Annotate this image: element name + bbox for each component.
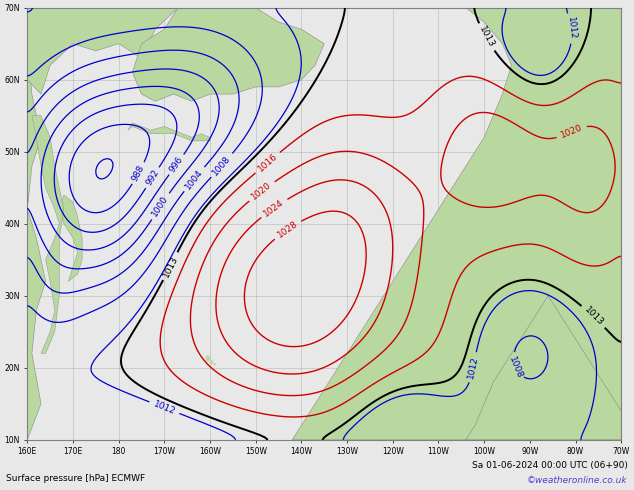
Text: 996: 996: [168, 155, 185, 174]
Circle shape: [214, 363, 216, 366]
Polygon shape: [292, 8, 621, 440]
Text: ©weatheronline.co.uk: ©weatheronline.co.uk: [527, 476, 628, 485]
Circle shape: [210, 360, 213, 364]
Polygon shape: [60, 195, 82, 281]
Text: 1000: 1000: [150, 194, 171, 219]
Text: 1013: 1013: [582, 305, 605, 328]
Text: 1013: 1013: [161, 254, 179, 278]
Text: Surface pressure [hPa] ECMWF: Surface pressure [hPa] ECMWF: [6, 474, 145, 483]
Text: Sa 01-06-2024 00:00 UTC (06+90): Sa 01-06-2024 00:00 UTC (06+90): [472, 462, 628, 470]
Text: 1013: 1013: [477, 25, 496, 49]
Circle shape: [206, 356, 210, 361]
Polygon shape: [32, 116, 64, 353]
Text: 1008: 1008: [507, 355, 524, 380]
Text: 1008: 1008: [211, 154, 233, 177]
Text: 1020: 1020: [559, 123, 584, 140]
Polygon shape: [27, 8, 46, 440]
Text: 1016: 1016: [256, 151, 279, 173]
Text: 1012: 1012: [467, 355, 480, 379]
Polygon shape: [466, 296, 621, 440]
Text: 1012: 1012: [152, 399, 177, 416]
Text: 1004: 1004: [183, 167, 205, 191]
Polygon shape: [128, 123, 210, 141]
Polygon shape: [27, 8, 621, 94]
Polygon shape: [133, 8, 324, 101]
Text: 1024: 1024: [262, 197, 286, 219]
Text: 1020: 1020: [250, 180, 273, 202]
Text: 1028: 1028: [276, 219, 299, 240]
Text: 988: 988: [131, 164, 146, 183]
Text: 992: 992: [144, 168, 161, 187]
Text: 1012: 1012: [566, 17, 577, 40]
